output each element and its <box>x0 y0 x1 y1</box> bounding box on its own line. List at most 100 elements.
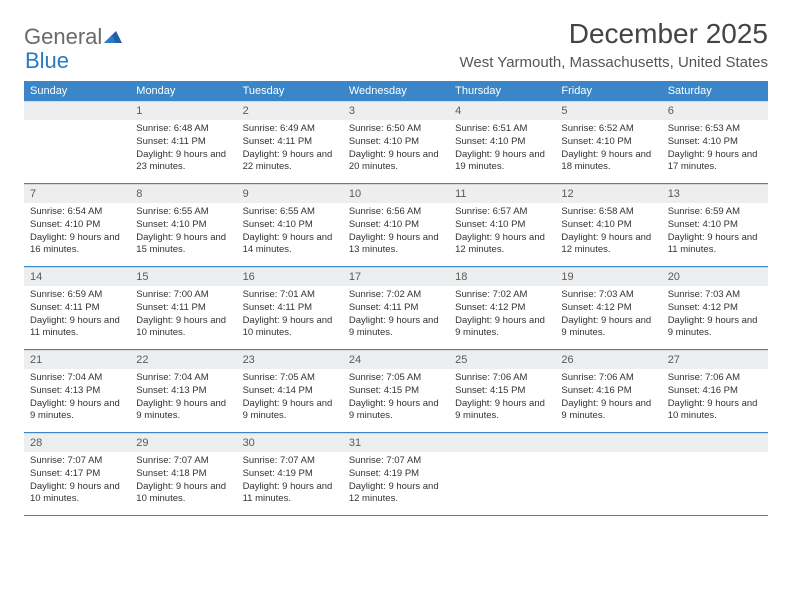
day-data: Sunrise: 7:05 AMSunset: 4:15 PMDaylight:… <box>343 369 449 429</box>
day-cell: 23Sunrise: 7:05 AMSunset: 4:14 PMDayligh… <box>237 350 343 432</box>
sunrise-text: Sunrise: 7:02 AM <box>455 289 549 302</box>
day-header-row: SundayMondayTuesdayWednesdayThursdayFrid… <box>24 81 768 101</box>
daylight-text: Daylight: 9 hours and 18 minutes. <box>561 149 655 175</box>
week-row: 21Sunrise: 7:04 AMSunset: 4:13 PMDayligh… <box>24 350 768 433</box>
sunrise-text: Sunrise: 6:57 AM <box>455 206 549 219</box>
month-title: December 2025 <box>460 18 768 50</box>
day-number: 8 <box>130 184 236 203</box>
day-data: Sunrise: 6:54 AMSunset: 4:10 PMDaylight:… <box>24 203 130 263</box>
daylight-text: Daylight: 9 hours and 10 minutes. <box>243 315 337 341</box>
sunset-text: Sunset: 4:10 PM <box>349 219 443 232</box>
daylight-text: Daylight: 9 hours and 16 minutes. <box>30 232 124 258</box>
sunset-text: Sunset: 4:11 PM <box>243 136 337 149</box>
daylight-text: Daylight: 9 hours and 10 minutes. <box>136 481 230 507</box>
day-number: 18 <box>449 267 555 286</box>
day-cell: 18Sunrise: 7:02 AMSunset: 4:12 PMDayligh… <box>449 267 555 349</box>
day-number: 21 <box>24 350 130 369</box>
sunset-text: Sunset: 4:11 PM <box>136 136 230 149</box>
day-number <box>24 101 130 120</box>
day-number: 23 <box>237 350 343 369</box>
day-number: 14 <box>24 267 130 286</box>
day-data: Sunrise: 7:01 AMSunset: 4:11 PMDaylight:… <box>237 286 343 346</box>
day-data: Sunrise: 7:04 AMSunset: 4:13 PMDaylight:… <box>24 369 130 429</box>
daylight-text: Daylight: 9 hours and 14 minutes. <box>243 232 337 258</box>
daylight-text: Daylight: 9 hours and 10 minutes. <box>668 398 762 424</box>
day-number: 4 <box>449 101 555 120</box>
day-cell: 4Sunrise: 6:51 AMSunset: 4:10 PMDaylight… <box>449 101 555 183</box>
day-number: 9 <box>237 184 343 203</box>
day-cell <box>555 433 661 515</box>
day-data: Sunrise: 6:52 AMSunset: 4:10 PMDaylight:… <box>555 120 661 180</box>
daylight-text: Daylight: 9 hours and 9 minutes. <box>455 398 549 424</box>
day-cell: 28 Sunrise: 7:07 AMSunset: 4:17 PMDayligh… <box>24 433 130 515</box>
day-data: Sunrise: 6:59 AMSunset: 4:11 PMDaylight:… <box>24 286 130 346</box>
day-number: 7 <box>24 184 130 203</box>
sunset-text: Sunset: 4:10 PM <box>30 219 124 232</box>
daylight-text: Daylight: 9 hours and 15 minutes. <box>136 232 230 258</box>
day-data: Sunrise: 7:03 AMSunset: 4:12 PMDaylight:… <box>662 286 768 346</box>
daylight-text: Daylight: 9 hours and 9 minutes. <box>455 315 549 341</box>
logo: General <box>24 24 124 50</box>
day-cell: 3Sunrise: 6:50 AMSunset: 4:10 PMDaylight… <box>343 101 449 183</box>
daylight-text: Daylight: 9 hours and 10 minutes. <box>30 481 124 507</box>
day-cell: 5Sunrise: 6:52 AMSunset: 4:10 PMDaylight… <box>555 101 661 183</box>
daylight-text: Daylight: 9 hours and 9 minutes. <box>243 398 337 424</box>
day-data: Sunrise: 6:55 AMSunset: 4:10 PMDaylight:… <box>237 203 343 263</box>
header: General December 2025 West Yarmouth, Mas… <box>24 18 768 71</box>
sunrise-text: Sunrise: 6:55 AM <box>136 206 230 219</box>
sunrise-text: Sunrise: 7:00 AM <box>136 289 230 302</box>
sunset-text: Sunset: 4:11 PM <box>349 302 443 315</box>
day-cell: 14Sunrise: 6:59 AMSunset: 4:11 PMDayligh… <box>24 267 130 349</box>
day-number: 29 <box>130 433 236 452</box>
sunrise-text: Sunrise: 7:05 AM <box>349 372 443 385</box>
sunset-text: Sunset: 4:19 PM <box>243 468 337 481</box>
day-cell: 1Sunrise: 6:48 AMSunset: 4:11 PMDaylight… <box>130 101 236 183</box>
day-cell: 25Sunrise: 7:06 AMSunset: 4:15 PMDayligh… <box>449 350 555 432</box>
week-row: 7Sunrise: 6:54 AMSunset: 4:10 PMDaylight… <box>24 184 768 267</box>
day-cell: 30Sunrise: 7:07 AMSunset: 4:19 PMDayligh… <box>237 433 343 515</box>
sunset-text: Sunset: 4:16 PM <box>668 385 762 398</box>
daylight-text: Daylight: 9 hours and 9 minutes. <box>668 315 762 341</box>
day-data: Sunrise: 7:07 AMSunset: 4:19 PMDaylight:… <box>343 452 449 512</box>
sunset-text: Sunset: 4:18 PM <box>136 468 230 481</box>
sunset-text: Sunset: 4:11 PM <box>136 302 230 315</box>
daylight-text: Daylight: 9 hours and 17 minutes. <box>668 149 762 175</box>
day-cell <box>662 433 768 515</box>
day-number <box>555 433 661 452</box>
sunset-text: Sunset: 4:13 PM <box>136 385 230 398</box>
sunrise-text: Sunrise: 7:01 AM <box>243 289 337 302</box>
daylight-text: Daylight: 9 hours and 9 minutes. <box>561 398 655 424</box>
day-cell: 20Sunrise: 7:03 AMSunset: 4:12 PMDayligh… <box>662 267 768 349</box>
day-number: 28 <box>24 433 130 452</box>
weeks-container: 1Sunrise: 6:48 AMSunset: 4:11 PMDaylight… <box>24 101 768 516</box>
sunset-text: Sunset: 4:10 PM <box>243 219 337 232</box>
day-data: Sunrise: 6:57 AMSunset: 4:10 PMDaylight:… <box>449 203 555 263</box>
daylight-text: Daylight: 9 hours and 11 minutes. <box>668 232 762 258</box>
day-header: Tuesday <box>237 81 343 101</box>
day-cell: 9Sunrise: 6:55 AMSunset: 4:10 PMDaylight… <box>237 184 343 266</box>
day-data: Sunrise: 7:07 AMSunset: 4:18 PMDaylight:… <box>130 452 236 512</box>
day-data: Sunrise: 7:06 AMSunset: 4:16 PMDaylight:… <box>555 369 661 429</box>
sunrise-text: Sunrise: 6:56 AM <box>349 206 443 219</box>
sunset-text: Sunset: 4:17 PM <box>30 468 124 481</box>
sunrise-text: Sunrise: 6:48 AM <box>136 123 230 136</box>
sunrise-text: Sunrise: 7:03 AM <box>561 289 655 302</box>
day-data: Sunrise: 7:00 AMSunset: 4:11 PMDaylight:… <box>130 286 236 346</box>
logo-triangle-icon <box>104 29 124 45</box>
daylight-text: Daylight: 9 hours and 10 minutes. <box>136 315 230 341</box>
sunset-text: Sunset: 4:11 PM <box>243 302 337 315</box>
day-data: Sunrise: 7:04 AMSunset: 4:13 PMDaylight:… <box>130 369 236 429</box>
day-cell <box>449 433 555 515</box>
sunrise-text: Sunrise: 7:07 AM <box>30 455 124 468</box>
sunrise-text: Sunrise: 7:04 AM <box>30 372 124 385</box>
title-block: December 2025 West Yarmouth, Massachuset… <box>460 18 768 71</box>
sunrise-text: Sunrise: 7:06 AM <box>668 372 762 385</box>
day-data: Sunrise: 7:07 AMSunset: 4:19 PMDaylight:… <box>237 452 343 512</box>
day-data: Sunrise: 6:48 AMSunset: 4:11 PMDaylight:… <box>130 120 236 180</box>
daylight-text: Daylight: 9 hours and 11 minutes. <box>30 315 124 341</box>
daylight-text: Daylight: 9 hours and 20 minutes. <box>349 149 443 175</box>
day-number: 25 <box>449 350 555 369</box>
sunset-text: Sunset: 4:10 PM <box>136 219 230 232</box>
day-header: Wednesday <box>343 81 449 101</box>
daylight-text: Daylight: 9 hours and 9 minutes. <box>30 398 124 424</box>
